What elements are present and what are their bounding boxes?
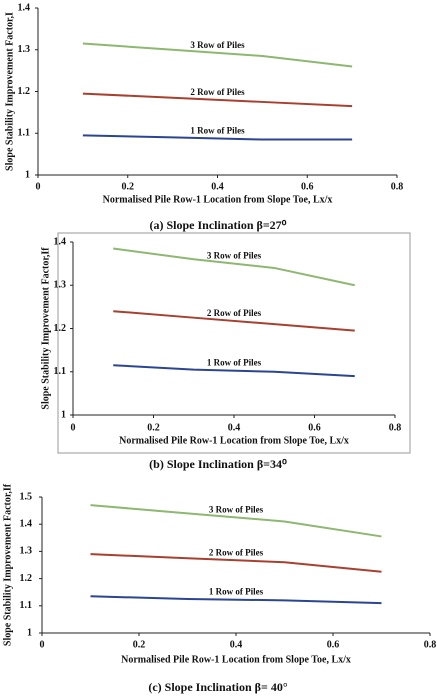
y-tick-label: 1.5 [20,491,33,502]
chart: 1 1.1 1.2 1.3 1.4 1.5 0 0.2 0.4 0.6 0.8 Slope Stabi… [2,483,436,694]
chart: 1 1.1 1.2 1.3 1.4 0 0.2 0.4 0.6 0.8 Slope Stabilit… [40,232,411,471]
x-tick-label: 0.4 [230,639,243,650]
x-tick-label: 0 [71,422,76,433]
series-line [82,134,353,141]
x-tick-label: 0 [40,639,45,650]
y-tick-label: 1.3 [18,44,31,55]
x-tick-label: 0.4 [211,181,224,192]
y-tick-label: 1 [27,627,32,638]
y-tick-label: 1.1 [18,128,31,139]
series-label: 1 Row of Piles [209,587,264,597]
series-line [90,595,382,605]
y-tick-label: 1 [25,169,30,180]
y-tick-label: 1.3 [54,280,67,291]
y-tick-label: 1.2 [18,86,31,97]
y-tick-label: 1.4 [18,2,31,13]
series-line [82,42,353,68]
x-axis-label: Normalised Pile Row-1 Location from Slop… [103,194,333,205]
y-tick-label: 1.2 [20,573,33,584]
x-axis-label: Normalised Pile Row-1 Location from Slop… [121,654,351,665]
series-line [113,364,355,378]
series-line [82,92,353,108]
series-line [90,504,382,538]
series-line [90,553,382,573]
x-tick-label: 0.4 [228,422,241,433]
x-tick-label: 0.2 [122,181,135,192]
x-tick-label: 0 [36,181,41,192]
series-label: 3 Row of Piles [207,251,262,261]
x-axis-label: Normalised Pile Row-1 Location from Slop… [119,435,349,446]
y-axis-label: Slope Stability Improvement Factor,I [4,12,15,171]
x-tick-label: 0.8 [391,181,404,192]
caption: (c) Slope Inclination β= 40° [148,680,288,694]
x-tick-label: 0.2 [147,422,160,433]
y-tick-label: 1.4 [20,518,33,529]
chart: 1 1.1 1.2 1.3 1.4 0 0.2 0.4 0.6 0.8 Slope Stabilit… [4,2,403,231]
series-line [113,310,355,332]
series-label: 1 Row of Piles [190,126,245,136]
caption: (a) Slope Inclination β=27⁰ [150,218,287,232]
caption: (b) Slope Inclination β=34⁰ [149,457,287,471]
y-tick-label: 1.1 [54,366,67,377]
y-axis-label: Slope Stability Improvement Factor,If [40,247,51,410]
series-label: 2 Row of Piles [190,87,245,97]
x-tick-label: 0.6 [308,422,321,433]
series-label: 2 Row of Piles [209,547,264,557]
x-tick-label: 0.6 [327,639,340,650]
x-tick-label: 0.8 [424,639,437,650]
x-tick-label: 0.8 [389,422,402,433]
series-label: 3 Row of Piles [190,40,245,50]
y-tick-label: 1.3 [20,546,33,557]
x-tick-label: 0.6 [301,181,314,192]
series-label: 1 Row of Piles [207,358,262,368]
series-label: 2 Row of Piles [207,308,262,318]
y-tick-label: 1.2 [54,323,67,334]
chart-frame [57,232,411,454]
series-line [113,247,355,287]
y-tick-label: 1.1 [20,600,33,611]
x-tick-label: 0.2 [133,639,146,650]
y-tick-label: 1 [61,409,66,420]
y-tick-label: 1.4 [54,236,67,247]
series-label: 3 Row of Piles [209,504,264,514]
y-axis-label: Slope Stability Improvement Factor,If [2,483,13,646]
